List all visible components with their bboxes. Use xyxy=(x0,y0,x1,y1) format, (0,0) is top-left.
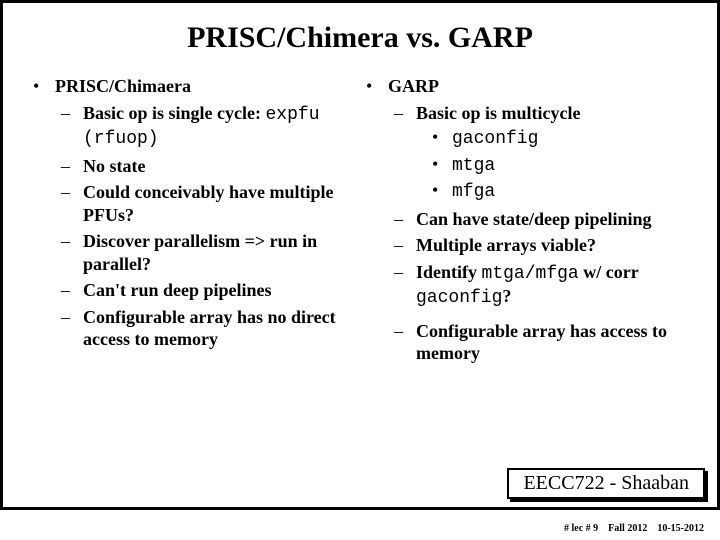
sublist-item: • gaconfig xyxy=(366,126,687,151)
list-item: – Discover parallelism => run in paralle… xyxy=(33,230,354,275)
item-text: Configurable array has no direct access … xyxy=(83,306,354,351)
content-columns: • PRISC/Chimaera – Basic op is single cy… xyxy=(33,75,687,365)
item-text: Can have state/deep pipelining xyxy=(416,208,687,231)
item-code: mtga/mfga xyxy=(482,264,579,284)
bullet-dot-small: • xyxy=(432,179,452,204)
bullet-dash: – xyxy=(394,234,416,257)
list-item: – Identify mtga/mfga w/ corr gaconfig? xyxy=(366,261,687,310)
bullet-dot-small: • xyxy=(432,153,452,178)
footer-term: Fall 2012 xyxy=(608,523,647,534)
item-text: Identify mtga/mfga w/ corr gaconfig? xyxy=(416,261,687,310)
left-column: • PRISC/Chimaera – Basic op is single cy… xyxy=(33,75,354,365)
right-heading: GARP xyxy=(388,75,687,98)
list-item: – Basic op is single cycle: expfu (rfuop… xyxy=(33,102,354,151)
left-heading: PRISC/Chimaera xyxy=(55,75,354,98)
bullet-dash: – xyxy=(61,306,83,351)
slide-title: PRISC/Chimera vs. GARP xyxy=(33,21,687,55)
right-column: • GARP – Basic op is multicycle • gaconf… xyxy=(366,75,687,365)
bullet-dash: – xyxy=(61,155,83,178)
item-pre: Identify xyxy=(416,262,482,282)
bullet-dash: – xyxy=(61,279,83,302)
item-post: ? xyxy=(502,286,511,306)
subitem-code: mtga xyxy=(452,156,495,176)
item-text: Basic op is single cycle: expfu (rfuop) xyxy=(83,102,354,151)
left-heading-row: • PRISC/Chimaera xyxy=(33,75,354,98)
bullet-dot-small: • xyxy=(432,126,452,151)
list-item: – Multiple arrays viable? xyxy=(366,234,687,257)
list-item: – Basic op is multicycle xyxy=(366,102,687,125)
list-item: – Can't run deep pipelines xyxy=(33,279,354,302)
subitem-text: mtga xyxy=(452,153,687,178)
sublist-item: • mfga xyxy=(366,179,687,204)
item-text: No state xyxy=(83,155,354,178)
bullet-dash: – xyxy=(61,181,83,226)
footer-date: 10-15-2012 xyxy=(657,523,704,534)
item-text: Can't run deep pipelines xyxy=(83,279,354,302)
bullet-dash: – xyxy=(394,261,416,310)
bullet-dot: • xyxy=(33,75,55,98)
item-pre: Basic op is single cycle: xyxy=(83,103,266,123)
bullet-dash: – xyxy=(394,102,416,125)
subitem-code: gaconfig xyxy=(452,129,538,149)
footer-subline: # lec # 9 Fall 2012 10-15-2012 xyxy=(554,523,704,534)
subitem-text: gaconfig xyxy=(452,126,687,151)
right-heading-row: • GARP xyxy=(366,75,687,98)
item-text: Configurable array has access to memory xyxy=(416,320,687,365)
item-mid: w/ corr xyxy=(579,262,639,282)
list-item: – Can have state/deep pipelining xyxy=(366,208,687,231)
item-text: Basic op is multicycle xyxy=(416,102,687,125)
sublist-item: • mtga xyxy=(366,153,687,178)
bullet-dot: • xyxy=(366,75,388,98)
item-code: gaconfig xyxy=(416,288,502,308)
list-item: – Configurable array has no direct acces… xyxy=(33,306,354,351)
list-item: – Configurable array has access to memor… xyxy=(366,320,687,365)
item-text: Could conceivably have multiple PFUs? xyxy=(83,181,354,226)
bullet-dash: – xyxy=(394,320,416,365)
bullet-dash: – xyxy=(61,102,83,151)
item-text: Multiple arrays viable? xyxy=(416,234,687,257)
bullet-dash: – xyxy=(394,208,416,231)
course-footer-box: EECC722 - Shaaban xyxy=(507,468,705,499)
subitem-text: mfga xyxy=(452,179,687,204)
list-item: – No state xyxy=(33,155,354,178)
item-text: Discover parallelism => run in parallel? xyxy=(83,230,354,275)
footer-lec: # lec # 9 xyxy=(564,523,598,534)
subitem-code: mfga xyxy=(452,182,495,202)
bullet-dash: – xyxy=(61,230,83,275)
list-item: – Could conceivably have multiple PFUs? xyxy=(33,181,354,226)
